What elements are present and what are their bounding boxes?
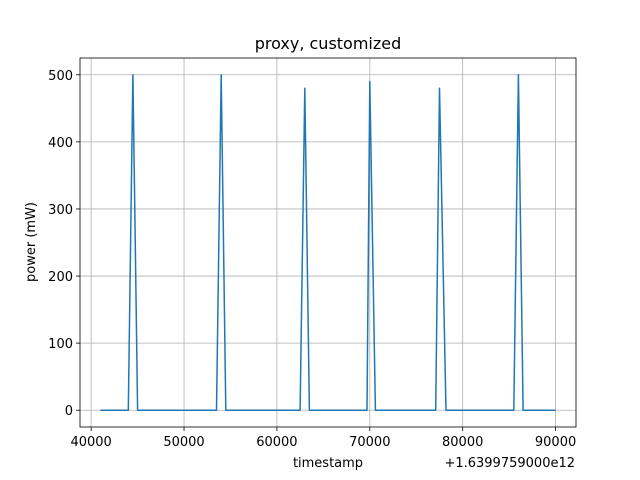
x-axis-offset-label: +1.6399759000e12 — [444, 456, 575, 471]
axes-frame — [79, 57, 577, 428]
y-tick-label: 200 — [48, 270, 73, 285]
y-tick-label: 400 — [48, 136, 73, 151]
y-tick-label: 300 — [48, 203, 73, 218]
x-tick-label: 40000 — [70, 435, 111, 450]
x-tick-label: 60000 — [256, 435, 297, 450]
x-tick-label: 50000 — [163, 435, 204, 450]
x-tick-label: 90000 — [535, 435, 576, 450]
series-group — [100, 74, 556, 411]
y-axis-ticks: 0 100 200 300 400 500 — [48, 69, 80, 419]
power-series-line — [100, 74, 556, 411]
chart-title: proxy, customized — [255, 34, 402, 53]
y-axis-label: power (mW) — [24, 202, 39, 282]
y-tick-label: 0 — [65, 404, 73, 419]
x-axis-label: timestamp — [293, 456, 363, 471]
x-tick-label: 70000 — [349, 435, 390, 450]
y-tick-label: 100 — [48, 337, 73, 352]
x-tick-label: 80000 — [442, 435, 483, 450]
x-axis-ticks: 40000 50000 60000 70000 80000 90000 — [70, 427, 576, 450]
y-tick-label: 500 — [48, 69, 73, 84]
